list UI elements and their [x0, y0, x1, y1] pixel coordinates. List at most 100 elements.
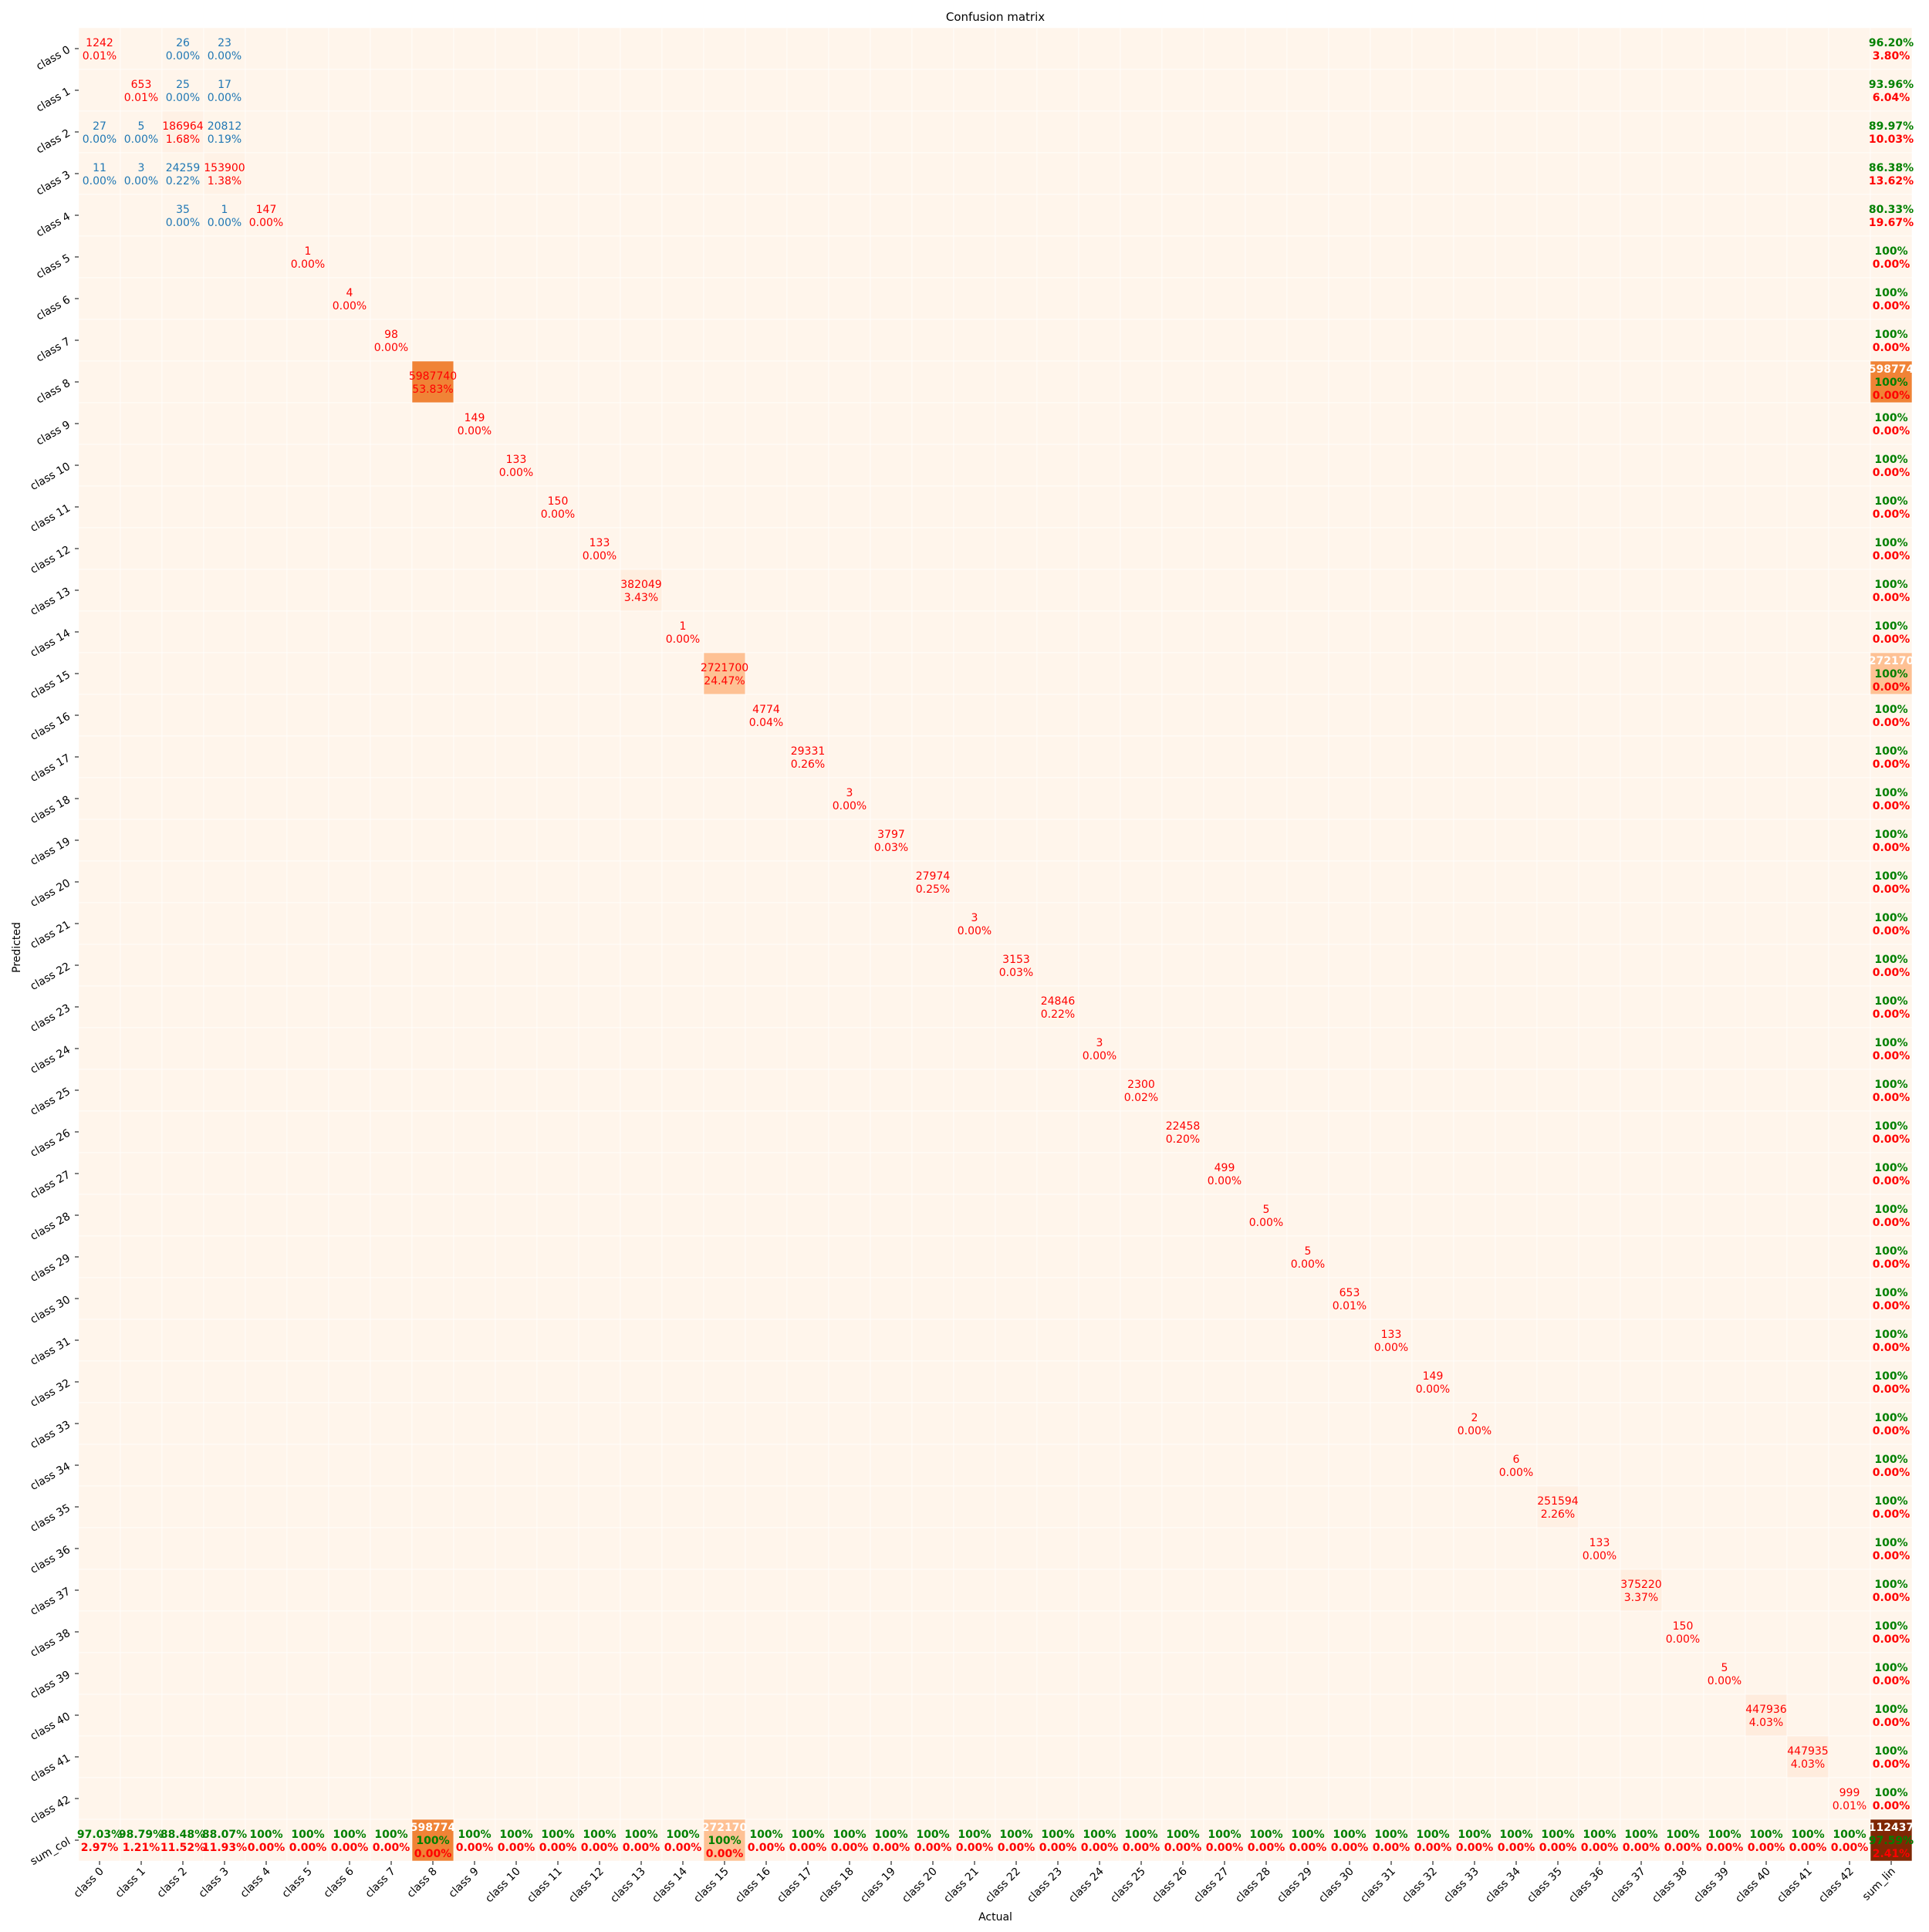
matrix-cell	[1828, 1610, 1871, 1653]
matrix-cell	[1495, 1277, 1538, 1320]
matrix-cell	[1620, 944, 1663, 987]
matrix-cell	[1870, 1694, 1913, 1737]
matrix-cell	[203, 277, 246, 320]
matrix-cell	[1578, 1235, 1621, 1278]
matrix-cell	[1328, 402, 1371, 445]
matrix-cell	[1203, 319, 1246, 362]
matrix-cell	[161, 1652, 204, 1695]
matrix-cell	[1703, 860, 1746, 904]
matrix-cell	[203, 1235, 246, 1278]
matrix-cell	[1161, 1735, 1204, 1778]
matrix-cell	[953, 152, 996, 195]
matrix-cell	[1620, 860, 1663, 904]
precision-err-label: 3.80%	[1873, 50, 1910, 62]
matrix-cell	[1120, 402, 1163, 445]
matrix-cell	[1620, 277, 1663, 320]
matrix-cell	[245, 1777, 288, 1820]
matrix-cell	[703, 819, 746, 862]
matrix-cell	[78, 110, 121, 154]
x-tick-label: class 25	[1108, 1866, 1148, 1906]
matrix-cell	[786, 1402, 829, 1445]
matrix-cell	[1036, 1485, 1079, 1528]
offdiag-pct-label: 0.00%	[208, 92, 242, 104]
matrix-cell	[620, 777, 663, 820]
matrix-cell	[411, 1652, 454, 1695]
matrix-cell	[995, 1402, 1038, 1445]
matrix-cell	[870, 610, 913, 654]
diagonal-pct-label: 0.00%	[1499, 1467, 1533, 1479]
matrix-cell	[1161, 569, 1204, 612]
matrix-cell	[78, 1569, 121, 1612]
matrix-cell	[661, 1402, 704, 1445]
precision-ok-label: 100%	[1874, 704, 1907, 716]
matrix-cell	[411, 1319, 454, 1362]
matrix-cell	[328, 1027, 371, 1070]
matrix-cell	[411, 1694, 454, 1737]
matrix-cell	[1286, 860, 1329, 904]
matrix-cell	[953, 1152, 996, 1195]
matrix-cell	[120, 69, 163, 112]
matrix-cell	[1661, 1694, 1704, 1737]
matrix-cell	[578, 944, 621, 987]
matrix-cell	[453, 1360, 496, 1403]
matrix-cell	[1370, 652, 1413, 695]
precision-err-label: 13.62%	[1869, 175, 1914, 187]
precision-err-label: 0.00%	[1873, 1383, 1910, 1396]
offdiag-pct-label: 0.00%	[166, 92, 200, 104]
matrix-cell	[1620, 1652, 1663, 1695]
y-tick-label: class 32	[29, 1377, 73, 1410]
matrix-cell	[786, 27, 829, 70]
matrix-cell	[828, 1194, 871, 1237]
matrix-cell	[745, 860, 788, 904]
matrix-cell	[203, 1569, 246, 1612]
matrix-cell	[1495, 277, 1538, 320]
matrix-cell	[453, 277, 496, 320]
matrix-cell	[911, 1152, 954, 1195]
matrix-cell	[453, 1152, 496, 1195]
matrix-cell	[411, 1527, 454, 1570]
matrix-cell	[286, 1027, 329, 1070]
matrix-cell	[995, 610, 1038, 654]
matrix-cell	[1786, 444, 1829, 487]
matrix-cell	[411, 944, 454, 987]
matrix-cell	[1161, 485, 1204, 529]
matrix-cell	[1120, 1027, 1163, 1070]
matrix-cell	[1036, 1194, 1079, 1237]
matrix-cell	[1828, 1777, 1871, 1820]
matrix-cell	[1078, 235, 1121, 279]
y-tick-label: class 30	[29, 1294, 73, 1326]
matrix-cell	[1578, 1277, 1621, 1320]
matrix-cell	[1703, 527, 1746, 570]
matrix-cell	[911, 1069, 954, 1112]
matrix-cell	[620, 1527, 663, 1570]
matrix-cell	[120, 1194, 163, 1237]
matrix-cell	[1745, 527, 1788, 570]
matrix-cell	[1620, 610, 1663, 654]
matrix-cell	[1786, 735, 1829, 779]
diagonal-pct-label: 0.01%	[83, 50, 117, 62]
matrix-cell	[328, 694, 371, 737]
matrix-annotations: 12420.01%6530.01%1869641.68%1539001.38%1…	[77, 37, 1914, 1860]
diagonal-count-label: 3	[971, 912, 978, 924]
matrix-cell	[1828, 1194, 1871, 1237]
matrix-cell	[1161, 1319, 1204, 1362]
matrix-cell	[370, 1194, 413, 1237]
matrix-cell	[286, 694, 329, 737]
matrix-cell	[203, 27, 246, 70]
matrix-cell	[1370, 1569, 1413, 1612]
recall-ok-label: 100%	[1666, 1829, 1699, 1841]
matrix-cell	[1828, 485, 1871, 529]
matrix-cell	[1703, 1819, 1746, 1862]
matrix-cell	[1078, 735, 1121, 779]
offdiag-count-label: 5	[138, 120, 145, 133]
matrix-cell	[1078, 27, 1121, 70]
matrix-cell	[911, 194, 954, 237]
matrix-cell	[1786, 194, 1829, 237]
matrix-cell	[161, 944, 204, 987]
matrix-cell	[370, 569, 413, 612]
matrix-cell	[1495, 1569, 1538, 1612]
matrix-cell	[1078, 1652, 1121, 1695]
precision-err-label: 0.00%	[1873, 467, 1910, 479]
matrix-cell	[120, 1235, 163, 1278]
matrix-cell	[1870, 777, 1913, 820]
